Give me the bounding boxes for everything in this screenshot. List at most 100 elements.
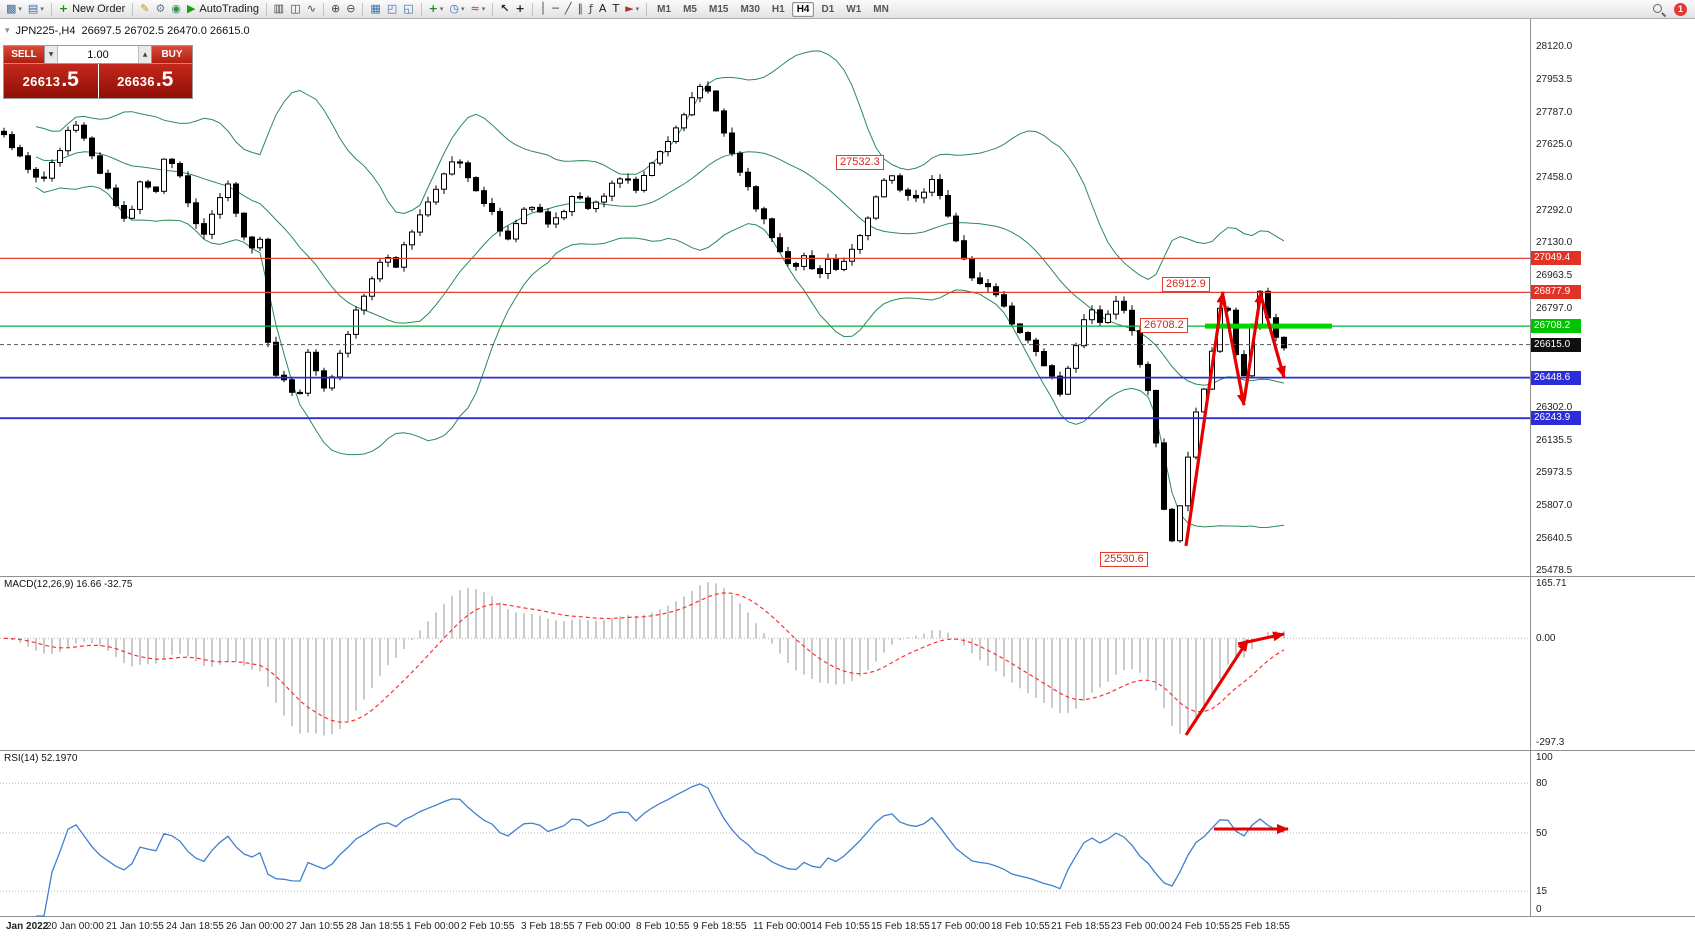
new-chart-window-button[interactable]: + ▾ <box>426 1 447 18</box>
options-button[interactable]: ⚙ <box>152 1 168 18</box>
price-annotation[interactable]: 26708.2 <box>1140 318 1188 333</box>
expert-advisors-button[interactable]: ◉ <box>168 1 184 18</box>
time-axis[interactable]: Jan 2022 20 Jan 00:00 21 Jan 10:55 24 Jan 1… <box>0 917 1695 940</box>
timeframe-w1[interactable]: W1 <box>846 3 862 15</box>
one-click-trading-panel: SELL ▼ ▲ BUY 26613 .5 26636 .5 <box>3 45 193 99</box>
candlestick-chart-button[interactable]: ◫ <box>287 1 303 18</box>
notification-badge[interactable]: 1 <box>1674 2 1687 16</box>
toolbar-right: 1 <box>1652 2 1692 16</box>
price-axis-label: 25640.5 <box>1536 533 1573 544</box>
time-axis-label: 20 Jan 00:00 <box>46 921 104 932</box>
one-click-toggle-icon[interactable]: ▾ <box>5 26 10 36</box>
macd-arrow[interactable] <box>1237 631 1285 646</box>
arrange-windows-icon: ◱ <box>403 2 414 15</box>
arrange-windows-button[interactable]: ◱ <box>400 1 416 18</box>
price-annotation[interactable]: 25530.6 <box>1100 552 1148 567</box>
trend-arrow[interactable] <box>1184 291 1227 547</box>
price-annotation[interactable]: 27532.3 <box>836 155 884 170</box>
timeframe-m5[interactable]: M5 <box>683 3 697 15</box>
time-axis-label: 24 Feb 10:55 <box>1171 921 1230 932</box>
trendline-tool-button[interactable]: ╱ <box>562 1 575 18</box>
price-tag: 26877.9 <box>1531 285 1581 299</box>
candlestick-chart-icon: ◫ <box>290 2 301 15</box>
buy-button[interactable]: 26636 .5 <box>98 64 192 98</box>
new-chart-icon: ▩ <box>6 2 17 15</box>
volume-increase-button[interactable]: ▲ <box>138 46 151 63</box>
trend-arrow[interactable] <box>1242 291 1265 402</box>
profiles-button[interactable]: ▤ ▾ <box>25 1 47 18</box>
bollinger-band-lower <box>35 185 1285 529</box>
timeframe-toolbar: M1 M5 M15 M30 H1 H4 D1 W1 MN <box>642 0 895 18</box>
time-axis-label: 24 Jan 18:55 <box>166 921 224 932</box>
time-axis-label: 25 Feb 18:55 <box>1231 921 1290 932</box>
dropdown-arrow-icon: ▾ <box>40 5 44 13</box>
autotrading-button[interactable]: ▶ AutoTrading <box>184 1 262 18</box>
time-axis-label: 2 Feb 10:55 <box>461 921 515 932</box>
tile-windows-button[interactable]: ▦ <box>367 1 383 18</box>
crosshair-button[interactable]: + <box>512 1 527 18</box>
new-order-button[interactable]: + New Order <box>56 1 128 18</box>
trend-arrow[interactable] <box>1221 295 1247 407</box>
time-axis-label: 23 Feb 00:00 <box>1111 921 1170 932</box>
metaeditor-button[interactable]: ✎ <box>137 1 152 18</box>
text-label-tool-button[interactable]: T <box>609 1 622 18</box>
time-axis-label: 21 Jan 10:55 <box>106 921 164 932</box>
horizontal-line-tool-button[interactable]: ─ <box>549 1 562 18</box>
trend-arrow[interactable] <box>1259 295 1286 379</box>
time-axis-label: 21 Feb 18:55 <box>1051 921 1110 932</box>
volume-decrease-button[interactable]: ▼ <box>45 46 58 63</box>
time-axis-label: Jan 2022 <box>6 921 49 932</box>
timeframe-h4[interactable]: H4 <box>791 1 815 17</box>
dropdown-arrow-icon: ▾ <box>460 5 465 13</box>
macd-scale-label: 165.71 <box>1536 578 1567 589</box>
indicators-list-button[interactable]: ≈ ▾ <box>468 1 489 18</box>
toolbar-separator <box>322 2 324 16</box>
price-tag: 26243.9 <box>1531 411 1581 425</box>
new-order-icon: + <box>58 2 69 15</box>
indicators-list-icon: ≈ <box>470 2 480 15</box>
price-annotation[interactable]: 26912.9 <box>1162 277 1210 292</box>
timeframe-d1[interactable]: D1 <box>821 3 835 15</box>
price-axis-label: 27787.0 <box>1536 107 1573 118</box>
fibonacci-button[interactable]: ƒ <box>586 1 596 18</box>
sell-price-fraction: .5 <box>61 68 79 91</box>
vertical-line-icon: │ <box>539 2 547 15</box>
dropdown-arrow-icon: ▾ <box>18 5 22 13</box>
timeframe-m1[interactable]: M1 <box>657 3 672 15</box>
timeframe-mn[interactable]: MN <box>873 3 889 15</box>
rsi-scale-label: 80 <box>1536 778 1548 789</box>
price-tag: 26708.2 <box>1531 319 1581 333</box>
vertical-line-button[interactable]: │ <box>537 1 550 18</box>
time-axis-label: 9 Feb 18:55 <box>693 921 747 932</box>
sell-button[interactable]: 26613 .5 <box>4 64 98 98</box>
macd-arrow[interactable] <box>1184 639 1250 736</box>
timeframe-m15[interactable]: M15 <box>708 3 729 15</box>
price-axis-label: 25807.0 <box>1536 500 1573 511</box>
zoom-in-button[interactable]: ⊕ <box>328 1 343 18</box>
volume-input[interactable] <box>58 46 138 63</box>
cascade-windows-button[interactable]: ◰ <box>384 1 400 18</box>
zoom-out-button[interactable]: ⊖ <box>343 1 358 18</box>
time-axis-label: 14 Feb 10:55 <box>811 921 870 932</box>
arrows-tool-button[interactable]: ► ▾ <box>622 1 642 18</box>
autotrading-icon: ▶ <box>186 2 196 15</box>
bar-chart-button[interactable]: ▤ <box>271 1 287 18</box>
equidistant-channel-button[interactable]: ∥ <box>575 1 587 18</box>
text-tool-button[interactable]: A <box>596 1 610 18</box>
price-tag: 27049.4 <box>1531 251 1581 265</box>
text-label-tool-icon: T <box>612 2 620 15</box>
timeframe-m30[interactable]: M30 <box>740 3 760 15</box>
new-chart-button[interactable]: ▩ ▾ <box>3 1 25 18</box>
chart-period-button[interactable]: ◷ ▾ <box>446 1 467 18</box>
toolbar-separator <box>265 2 267 16</box>
timeframe-h1[interactable]: H1 <box>771 3 785 15</box>
profiles-icon: ▤ <box>27 2 39 15</box>
line-chart-button[interactable]: ∿ <box>304 1 319 18</box>
macd-signal-line <box>3 592 1285 723</box>
cursor-button[interactable]: ↖ <box>497 1 512 18</box>
time-axis-label: 7 Feb 00:00 <box>577 921 631 932</box>
search-icon[interactable] <box>1652 3 1665 16</box>
price-axis[interactable]: 28120.0 27953.5 27787.0 27625.0 27458.0 27292… <box>1530 0 1695 940</box>
